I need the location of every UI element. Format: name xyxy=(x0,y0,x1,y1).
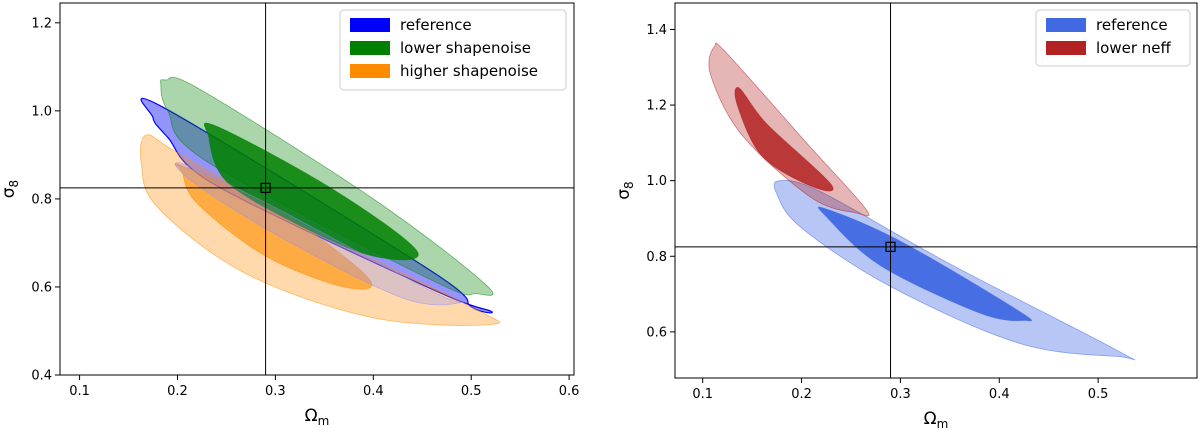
left-panel: 0.1 0.2 0.3 0.4 0.5 0.6 0.4 0.6 0.8 1.0 1.2 Ωm σ8 ref… xyxy=(0,2,580,428)
y-tick-label: 1.2 xyxy=(31,16,52,31)
y-tick-label: 1.0 xyxy=(646,174,667,189)
x-tick-label: 0.3 xyxy=(265,384,286,399)
x-tick-label: 0.1 xyxy=(69,384,90,399)
x-tick-label: 0.5 xyxy=(461,384,482,399)
y-tick-label: 1.4 xyxy=(646,23,667,38)
y-axis-title-sub: 8 xyxy=(7,180,21,188)
legend-label: lower neff xyxy=(1096,39,1172,57)
y-axis-title-main: σ xyxy=(614,189,634,200)
x-axis-title-sub: m xyxy=(937,417,949,431)
contour-lower-neff-95pct xyxy=(708,42,870,217)
legend-label: higher shapenoise xyxy=(400,62,538,80)
x-axis-title-main: Ω xyxy=(305,406,318,426)
legend-swatch xyxy=(350,41,390,55)
contour-reference-68pct xyxy=(817,206,1033,322)
x-tick-label: 0.4 xyxy=(989,387,1010,402)
x-axis-title-sub: m xyxy=(318,414,330,428)
y-tick-label: 1.0 xyxy=(31,104,52,119)
x-tick-label: 0.5 xyxy=(1088,387,1109,402)
x-tick-label: 0.4 xyxy=(363,384,384,399)
legend-swatch xyxy=(350,18,390,32)
y-axis-title: σ8 xyxy=(614,181,636,199)
legend-box xyxy=(339,9,567,91)
y-tick-label: 1.2 xyxy=(646,99,667,114)
legend-swatch xyxy=(1046,41,1086,55)
legend-label: reference xyxy=(400,16,472,34)
contour-lower-neff-68pct xyxy=(734,87,834,192)
x-tick-label: 0.2 xyxy=(791,387,812,402)
x-tick-label: 0.1 xyxy=(692,387,713,402)
x-tick-label: 0.2 xyxy=(167,384,188,399)
y-axis-title-sub: 8 xyxy=(622,181,636,189)
x-axis-title: Ωm xyxy=(924,409,949,431)
contour-reference-68pct xyxy=(174,162,464,306)
x-tick-label: 0.6 xyxy=(559,384,580,399)
fiducial-marker xyxy=(885,241,896,252)
x-tick-label: 0.3 xyxy=(890,387,911,402)
legend-swatch xyxy=(1046,18,1086,32)
y-tick-label: 0.4 xyxy=(31,369,52,384)
y-axis-title: σ8 xyxy=(0,180,21,198)
right-panel: 0.1 0.2 0.3 0.4 0.5 0.6 0.8 1.0 1.2 1.4 Ωm σ8 refere… xyxy=(614,2,1198,431)
plot-area xyxy=(139,76,501,326)
y-tick-label: 0.6 xyxy=(31,280,52,295)
contour-reference-95pct xyxy=(773,179,1135,361)
legend-swatch xyxy=(350,64,390,78)
y-tick-label: 0.8 xyxy=(31,192,52,207)
y-axis-title-main: σ xyxy=(0,187,19,198)
plot-area xyxy=(708,42,1135,361)
y-tick-label: 0.6 xyxy=(646,325,667,340)
legend-label: reference xyxy=(1096,16,1168,34)
fiducial-marker xyxy=(260,182,271,193)
legend-label: lower shapenoise xyxy=(400,39,531,57)
axes-frame xyxy=(59,2,575,376)
x-axis-title-main: Ω xyxy=(924,409,937,429)
axes-frame xyxy=(674,2,1198,379)
y-tick-label: 0.8 xyxy=(646,250,667,265)
x-axis-title: Ωm xyxy=(305,406,330,428)
